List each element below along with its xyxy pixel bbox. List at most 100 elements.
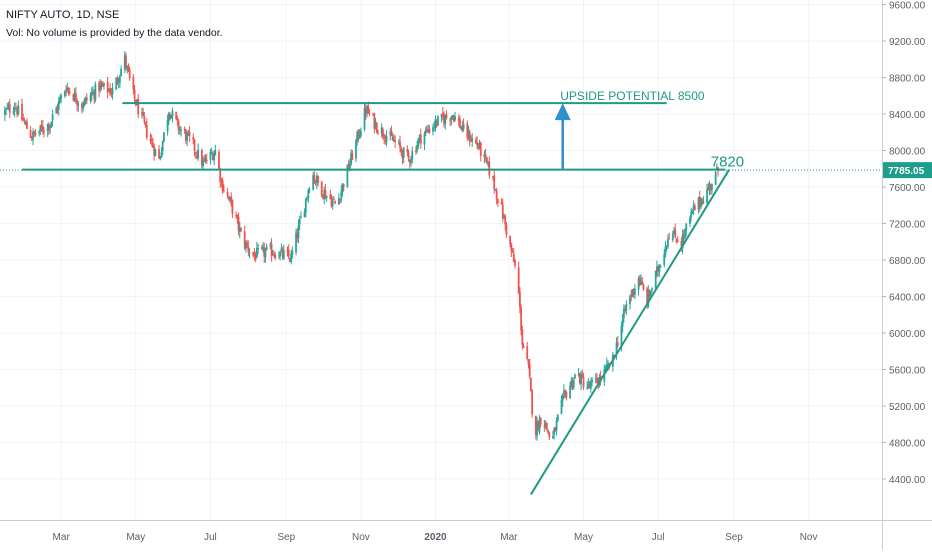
candle bbox=[591, 377, 593, 387]
grid bbox=[0, 0, 882, 520]
candle bbox=[117, 77, 120, 89]
candle bbox=[188, 126, 191, 142]
candle bbox=[410, 155, 412, 167]
candle bbox=[89, 91, 92, 104]
candle bbox=[673, 227, 675, 235]
candle bbox=[331, 196, 334, 210]
candle bbox=[637, 276, 640, 296]
candle bbox=[230, 192, 233, 207]
candle bbox=[534, 415, 537, 440]
candle bbox=[587, 378, 590, 389]
candle bbox=[278, 251, 280, 259]
candle bbox=[262, 242, 264, 253]
candle bbox=[553, 427, 556, 440]
candle bbox=[43, 127, 45, 138]
candle bbox=[383, 133, 386, 145]
candle bbox=[377, 129, 379, 136]
x-tick-label: Sep bbox=[725, 532, 743, 543]
candle bbox=[8, 98, 11, 118]
candle bbox=[270, 238, 273, 262]
y-tick-label: 8800.00 bbox=[889, 74, 926, 85]
y-tick-label: 7600.00 bbox=[889, 183, 926, 194]
support-trendline[interactable] bbox=[530, 169, 730, 495]
candle bbox=[714, 171, 717, 185]
candle bbox=[630, 289, 633, 302]
candle bbox=[238, 221, 241, 239]
candle bbox=[85, 93, 88, 105]
candle bbox=[226, 187, 229, 199]
candle bbox=[355, 138, 357, 163]
candle bbox=[306, 196, 308, 201]
candle bbox=[180, 126, 182, 137]
candle bbox=[351, 149, 354, 161]
candle bbox=[432, 123, 434, 136]
candle bbox=[337, 193, 340, 205]
candle bbox=[32, 128, 34, 146]
candle bbox=[196, 150, 198, 160]
candle bbox=[580, 370, 582, 391]
candle bbox=[594, 373, 597, 384]
candle bbox=[194, 151, 197, 159]
candle bbox=[12, 106, 15, 115]
candle bbox=[109, 83, 111, 96]
candle bbox=[685, 222, 688, 237]
candle bbox=[240, 227, 242, 232]
candle bbox=[274, 252, 277, 261]
candle bbox=[496, 198, 499, 207]
candle bbox=[255, 241, 258, 258]
candle bbox=[315, 172, 318, 190]
candle bbox=[374, 117, 377, 130]
candle bbox=[248, 248, 251, 259]
candle bbox=[545, 422, 548, 431]
drawings[interactable]: UPSIDE POTENTIAL 8500 7820 bbox=[22, 89, 744, 495]
candle bbox=[682, 229, 685, 243]
candle bbox=[118, 74, 121, 88]
candle bbox=[221, 177, 224, 194]
candle bbox=[125, 52, 127, 71]
candle bbox=[663, 249, 666, 268]
candle bbox=[380, 123, 383, 138]
candle bbox=[691, 209, 694, 215]
candle bbox=[253, 247, 256, 261]
candle bbox=[394, 135, 397, 148]
x-tick-label: Mar bbox=[53, 532, 71, 543]
candle bbox=[149, 133, 152, 145]
candle bbox=[50, 121, 53, 129]
candle bbox=[664, 240, 667, 258]
candle bbox=[470, 135, 472, 142]
price-level-label: 7820 bbox=[711, 154, 744, 171]
candle bbox=[503, 214, 505, 219]
candle bbox=[48, 122, 50, 135]
candle bbox=[520, 304, 523, 336]
candle bbox=[236, 214, 239, 224]
candle bbox=[55, 105, 58, 114]
candle bbox=[674, 223, 677, 239]
candle bbox=[689, 215, 691, 227]
candle bbox=[296, 228, 299, 243]
candle bbox=[709, 183, 712, 195]
y-tick-label: 5200.00 bbox=[889, 402, 926, 413]
candle bbox=[307, 187, 310, 204]
candle bbox=[76, 98, 78, 112]
candle bbox=[521, 325, 524, 350]
candle bbox=[93, 89, 96, 105]
candle bbox=[200, 148, 203, 169]
candle bbox=[461, 120, 464, 133]
candlestick-series bbox=[3, 50, 719, 441]
candle bbox=[219, 167, 222, 189]
candle bbox=[631, 288, 634, 298]
candle bbox=[186, 130, 189, 147]
y-tick-label: 9200.00 bbox=[889, 37, 926, 48]
candle bbox=[675, 238, 678, 244]
candle bbox=[163, 132, 165, 143]
up-arrow[interactable] bbox=[554, 103, 571, 170]
candle bbox=[462, 118, 465, 132]
candle bbox=[707, 182, 710, 191]
candle bbox=[586, 380, 589, 390]
candle bbox=[633, 284, 636, 299]
candle bbox=[426, 125, 428, 133]
candle bbox=[171, 107, 174, 123]
candle bbox=[38, 130, 41, 137]
